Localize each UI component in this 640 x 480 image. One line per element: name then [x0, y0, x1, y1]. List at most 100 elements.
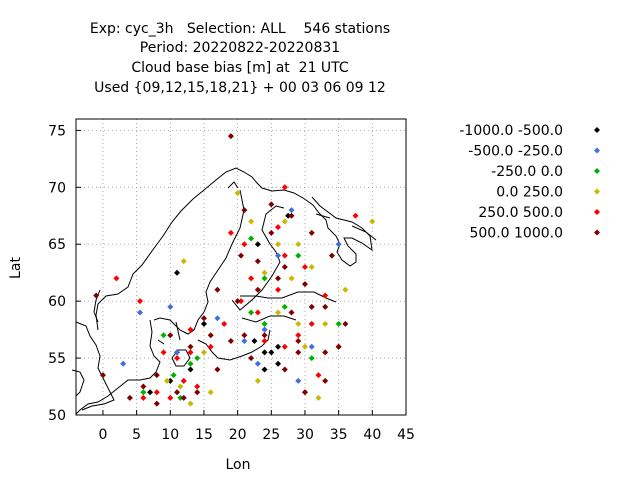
y-tick-label: 60 — [48, 294, 66, 310]
data-point — [113, 275, 120, 282]
data-point — [281, 218, 288, 225]
data-point — [234, 298, 241, 305]
data-point — [322, 303, 329, 310]
chart-title-line-2: Period: 20220822-20220831 — [139, 40, 341, 56]
data-point — [315, 372, 322, 379]
data-point — [308, 355, 315, 362]
data-point — [275, 252, 282, 259]
data-point — [160, 349, 167, 356]
x-tick-label: 30 — [296, 427, 314, 443]
data-point — [167, 303, 174, 310]
data-point — [308, 229, 315, 236]
x-tick-label: 25 — [262, 427, 280, 443]
data-point — [174, 269, 181, 276]
data-point — [281, 303, 288, 310]
data-points — [93, 133, 376, 407]
chart-title-line-1: Exp: cyc_3h Selection: ALL 546 stations — [89, 21, 391, 37]
x-tick-label: 20 — [229, 427, 247, 443]
data-point — [285, 212, 292, 219]
data-point — [99, 372, 106, 379]
data-point — [261, 269, 268, 276]
data-point — [180, 394, 187, 401]
data-point — [281, 366, 288, 373]
coastline-uk — [71, 289, 115, 411]
data-point — [187, 360, 194, 367]
data-point — [295, 241, 302, 248]
data-point — [281, 252, 288, 259]
data-point — [308, 320, 315, 327]
y-tick-label: 55 — [48, 351, 66, 367]
data-point — [335, 343, 342, 350]
data-point — [322, 377, 329, 384]
plot-area-frame — [75, 118, 407, 416]
data-point — [140, 383, 147, 390]
data-point — [261, 275, 268, 282]
data-point — [187, 366, 194, 373]
data-point — [177, 394, 184, 401]
x-tick-label: 35 — [330, 427, 348, 443]
data-point — [167, 394, 174, 401]
coastline-gulf-finland — [240, 291, 337, 323]
legend-label: 500.0 1000.0 — [469, 226, 563, 242]
data-point — [288, 212, 295, 219]
coastline-svalbard-kola — [227, 181, 377, 241]
legend-label: -1000.0 -500.0 — [459, 123, 563, 139]
legend-marker — [594, 209, 600, 215]
data-point — [147, 389, 154, 396]
data-point — [275, 309, 282, 316]
x-tick-label: 15 — [195, 427, 213, 443]
data-point — [295, 252, 302, 259]
data-point — [214, 286, 221, 293]
data-point — [295, 332, 302, 339]
coastline-scandinavia — [95, 167, 373, 331]
data-point — [177, 383, 184, 390]
data-point — [281, 264, 288, 270]
data-point — [251, 338, 258, 344]
x-axis-label: Lon — [226, 457, 251, 473]
data-point — [174, 349, 181, 356]
data-point — [261, 338, 268, 344]
data-point — [295, 349, 302, 356]
axes: 0 5 10 15 20 25 30 35 40 45 50 55 60 65 70 75 — [48, 123, 415, 443]
data-point — [174, 389, 181, 396]
legend: -1000.0 -500.0 -500.0 -250.0 -250.0 0.0 0.0… — [459, 123, 600, 242]
data-point — [261, 320, 268, 327]
legend-label: -250.0 0.0 — [491, 164, 563, 180]
legend-marker — [594, 168, 600, 174]
legend-label: 0.0 250.0 — [496, 185, 563, 201]
data-point — [241, 241, 248, 248]
data-point — [200, 315, 207, 322]
data-point — [241, 338, 248, 344]
x-tick-label: 0 — [98, 427, 107, 443]
data-point — [268, 201, 275, 208]
data-point — [200, 320, 207, 327]
legend-marker — [594, 127, 600, 133]
data-point — [221, 320, 228, 327]
y-tick-label: 75 — [48, 123, 66, 139]
data-point — [248, 309, 255, 316]
data-point — [207, 389, 214, 396]
data-point — [207, 343, 214, 350]
data-point — [187, 326, 194, 333]
data-point — [301, 264, 308, 270]
legend-label: -500.0 -250.0 — [468, 144, 563, 160]
grid-lines — [76, 119, 406, 415]
data-point — [342, 320, 349, 327]
data-point — [241, 207, 248, 214]
data-point — [335, 320, 342, 327]
data-point — [207, 332, 214, 339]
data-point — [140, 394, 147, 401]
data-point — [187, 400, 194, 407]
data-point — [227, 229, 234, 236]
data-point — [248, 275, 255, 282]
x-tick-label: 5 — [132, 427, 141, 443]
legend-label: 250.0 500.0 — [478, 205, 563, 221]
data-point — [234, 190, 241, 196]
data-point — [275, 343, 282, 350]
data-point — [261, 332, 268, 339]
data-point — [136, 298, 143, 305]
data-point — [301, 281, 308, 288]
y-tick-label: 50 — [48, 408, 66, 424]
data-point — [301, 389, 308, 396]
y-axis-label: Lat — [8, 257, 24, 279]
